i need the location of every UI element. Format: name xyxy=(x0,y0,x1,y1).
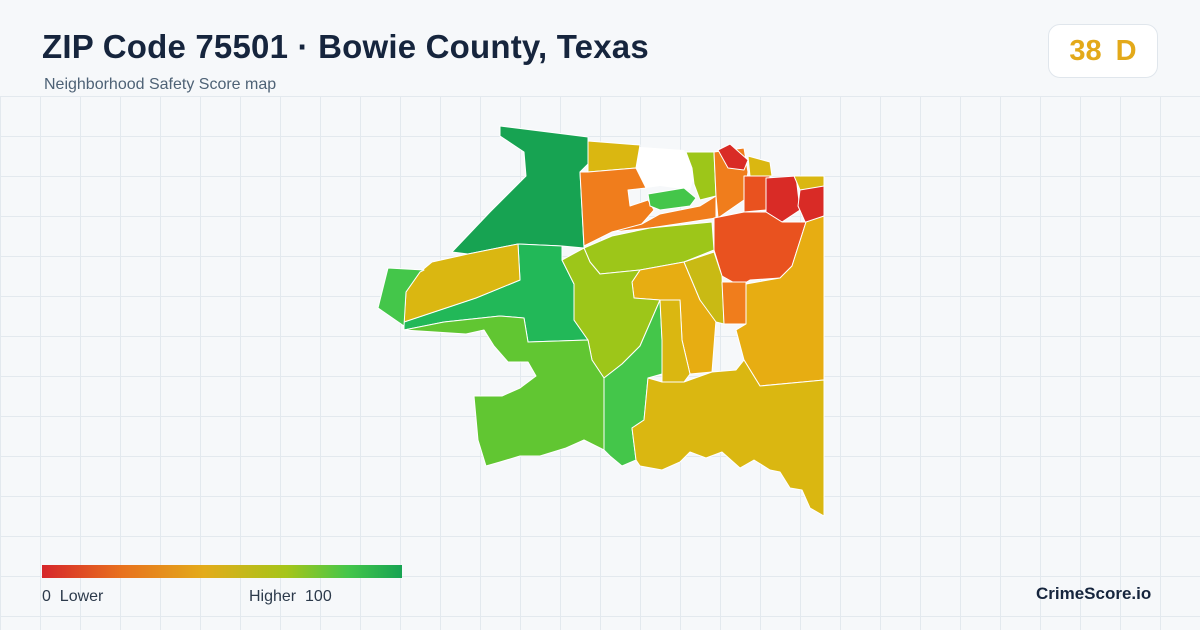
map-region[interactable] xyxy=(717,143,749,171)
map-region[interactable] xyxy=(587,140,641,173)
legend-min-label: 0 Lower xyxy=(42,588,104,605)
map-region[interactable] xyxy=(765,175,801,223)
map-region[interactable] xyxy=(647,187,697,211)
legend-color-scale xyxy=(42,565,402,578)
map-region[interactable] xyxy=(735,215,825,387)
brand-logo-text[interactable]: CrimeScore.io xyxy=(1036,584,1152,603)
map-region[interactable] xyxy=(747,155,773,177)
legend-max-label: Higher 100 xyxy=(249,588,332,605)
page-subtitle: Neighborhood Safety Score map xyxy=(44,76,277,93)
map-region[interactable] xyxy=(451,125,589,255)
map-region-hole xyxy=(636,147,696,190)
score-grade: D xyxy=(1115,34,1137,67)
map-region[interactable] xyxy=(403,315,605,467)
score-badge: 38 D xyxy=(1048,24,1158,78)
map-region[interactable] xyxy=(377,267,425,327)
score-value: 38 xyxy=(1069,34,1102,67)
map-region[interactable] xyxy=(631,359,825,517)
page-title: ZIP Code 75501 · Bowie County, Texas xyxy=(42,28,649,65)
map-region[interactable] xyxy=(721,281,747,325)
map-region[interactable] xyxy=(659,299,691,383)
